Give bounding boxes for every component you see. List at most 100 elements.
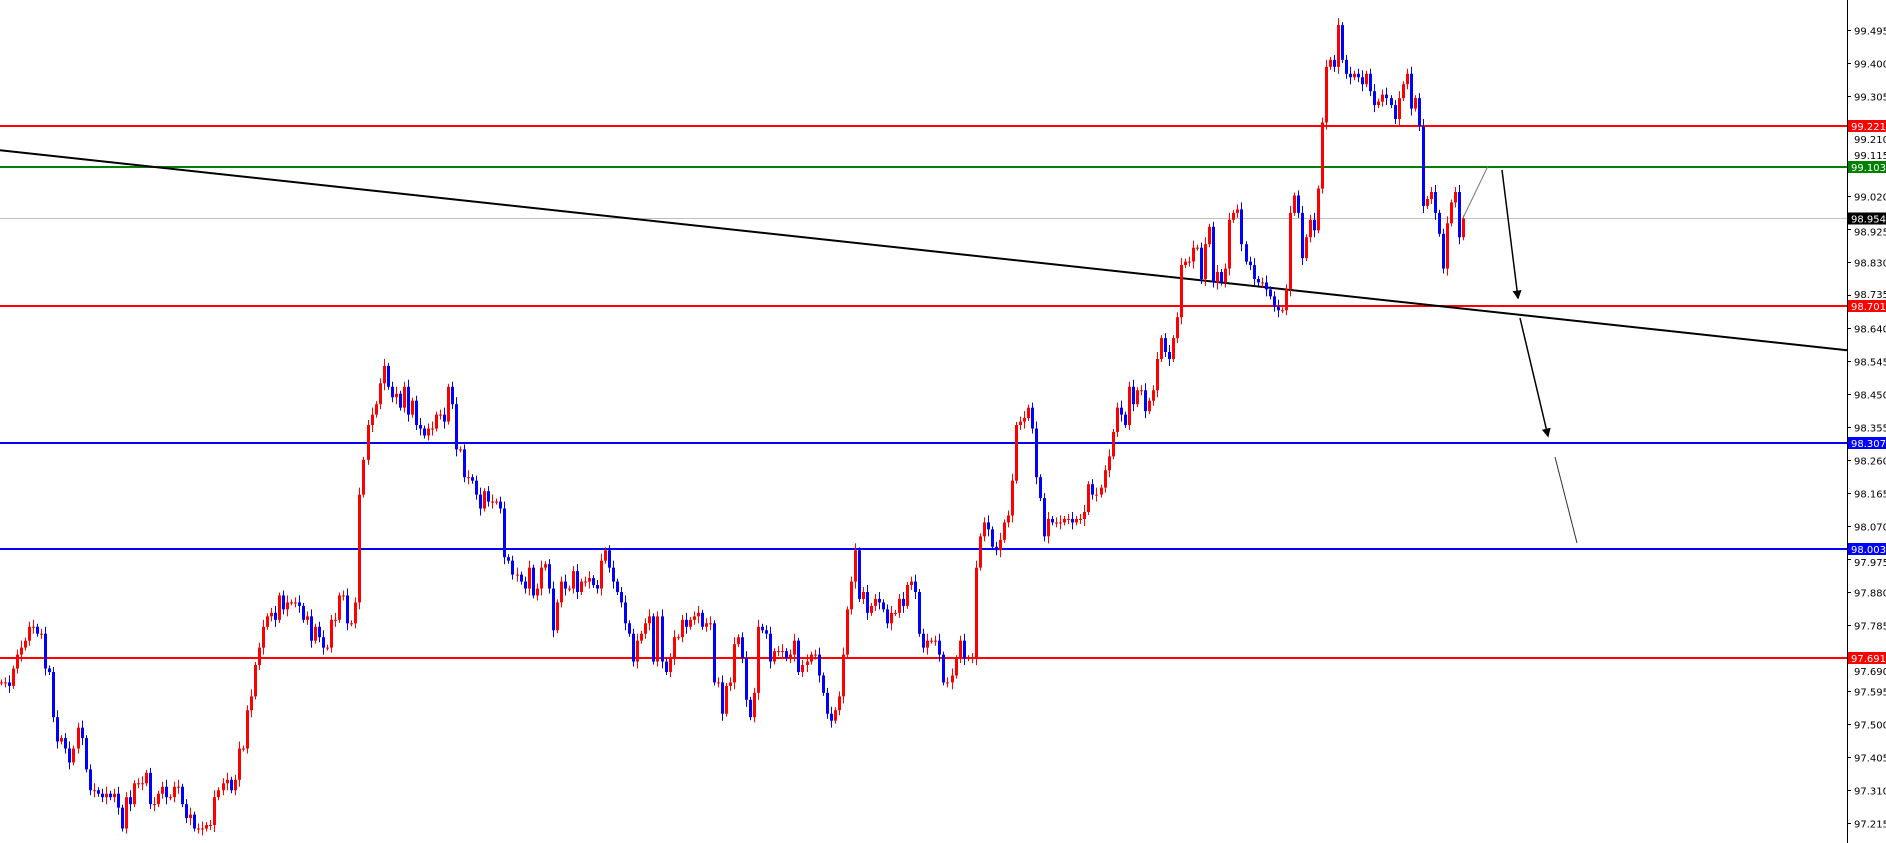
candle-bear	[818, 654, 821, 676]
candle-bear	[1120, 407, 1123, 415]
candle-bull	[572, 571, 575, 589]
projection-arrow-1[interactable]	[1501, 169, 1522, 300]
projection-arrow-2[interactable]	[1519, 317, 1551, 438]
candle-bull	[427, 428, 430, 436]
level-label-box	[1848, 437, 1886, 449]
projection-up-line[interactable]	[1462, 165, 1489, 219]
candle-bull	[580, 581, 583, 592]
candle-bear	[1144, 390, 1147, 412]
candle-bear	[471, 477, 474, 481]
y-tick-label: 98.545	[1854, 358, 1886, 369]
candle-bull	[560, 581, 563, 603]
candle-bull	[1104, 470, 1107, 488]
candle-bull	[125, 797, 128, 829]
candle-bear	[620, 591, 623, 603]
candle-bull	[556, 602, 559, 631]
candle-bear	[318, 626, 321, 638]
candle-bear	[576, 571, 579, 592]
candle-bull	[846, 609, 849, 655]
y-tick-label: 98.070	[1854, 523, 1886, 534]
candle-bull	[226, 779, 229, 784]
candle-bull	[403, 386, 406, 408]
candle-bear	[1438, 212, 1441, 234]
candle-bear	[612, 567, 615, 582]
candle-bear	[685, 619, 688, 627]
candle-bull	[1079, 518, 1082, 520]
candle-bear	[391, 386, 394, 398]
candle-bull	[1083, 512, 1086, 519]
candle-bear	[1357, 73, 1360, 78]
candle-bull	[697, 612, 700, 617]
candle-bull	[1027, 407, 1030, 419]
candle-bull	[435, 414, 438, 429]
candle-bear	[858, 550, 861, 599]
candle-bull	[834, 710, 837, 721]
candle-bull	[16, 654, 19, 669]
candle-bear	[878, 598, 881, 603]
candle-bull	[1398, 98, 1401, 119]
candle-bull	[431, 428, 434, 430]
candle-bull	[1152, 390, 1155, 401]
candle-bull	[1208, 226, 1211, 245]
candle-bull	[1156, 358, 1159, 391]
candle-bull	[806, 661, 809, 666]
candle-bull	[842, 654, 845, 697]
candle-bull	[910, 581, 913, 586]
price-axis[interactable]: 99.49599.40099.30599.21099.11599.02098.9…	[1847, 27, 1886, 831]
candle-bull	[717, 682, 720, 684]
candle-bull	[1365, 73, 1368, 85]
level-label: 99.221	[1851, 122, 1886, 133]
candle-bull	[20, 647, 23, 655]
candle-bull	[1180, 265, 1183, 318]
candle-bull	[32, 626, 35, 628]
candle-bear	[1039, 477, 1042, 499]
candle-bear	[1341, 25, 1344, 60]
y-tick-label: 97.215	[1854, 820, 1886, 831]
level-label: 98.003	[1851, 545, 1886, 556]
candle-bear	[101, 793, 104, 798]
candle-bear	[1253, 265, 1256, 279]
candle-bear	[721, 682, 724, 714]
candle-bull	[777, 651, 780, 653]
candle-bull	[4, 682, 7, 684]
candle-bull	[1381, 94, 1384, 102]
candle-bull	[1377, 101, 1380, 106]
candle-bull	[669, 658, 672, 672]
candle-bull	[40, 633, 43, 635]
candle-bull	[1023, 418, 1026, 422]
candle-bull	[371, 414, 374, 426]
candle-bull	[1337, 25, 1340, 67]
candle-bull	[77, 727, 80, 749]
candle-bull	[266, 616, 269, 627]
candle-bear	[419, 425, 422, 429]
candle-bull	[286, 602, 289, 610]
y-tick-label: 98.165	[1854, 490, 1886, 501]
candle-bear	[511, 560, 514, 575]
candle-bull	[1329, 59, 1332, 67]
candle-bull	[72, 748, 75, 763]
candle-bear	[274, 612, 277, 620]
candle-bull	[28, 626, 31, 641]
candle-bear	[1245, 244, 1248, 262]
y-tick-label: 97.500	[1854, 721, 1886, 732]
candle-bear	[1091, 484, 1094, 495]
candle-bull	[217, 790, 220, 798]
candle-bear	[1124, 414, 1127, 426]
descending-trendline[interactable]	[0, 149, 1848, 352]
candle-bull	[153, 804, 156, 806]
candle-bull	[395, 393, 398, 398]
candle-bull	[113, 793, 116, 798]
candle-bear	[665, 661, 668, 672]
candle-bear	[499, 501, 502, 509]
candle-bull	[584, 581, 587, 583]
candle-bear	[661, 616, 664, 662]
candle-bull	[975, 567, 978, 659]
candle-bull	[801, 665, 804, 672]
candle-bull	[483, 491, 486, 509]
projection-arrows[interactable]	[1462, 165, 1578, 544]
projection-arrow-3[interactable]	[1554, 456, 1578, 544]
candle-bear	[1132, 386, 1135, 405]
level-label: 99.103	[1851, 163, 1886, 174]
candle-bull	[1285, 289, 1288, 311]
